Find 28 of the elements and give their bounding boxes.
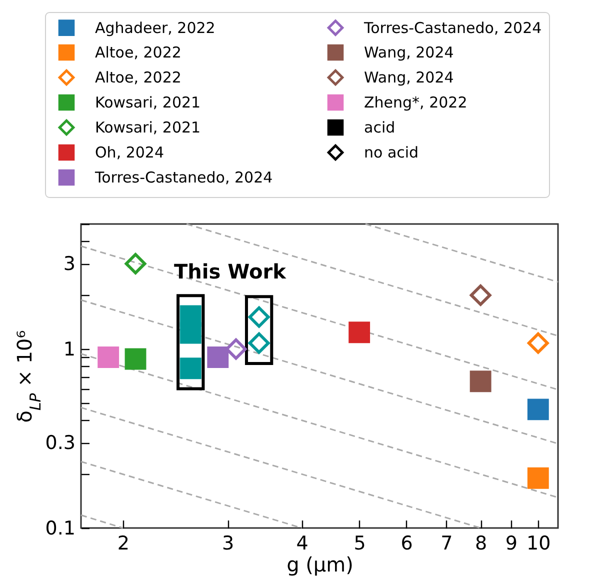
- y-tick-label: 3: [63, 253, 76, 276]
- x-tick-label: 9: [505, 532, 518, 554]
- legend-label: Aghadeer, 2022: [95, 18, 216, 37]
- y-tick-label: 0.3: [45, 432, 76, 454]
- legend-label: no acid: [364, 144, 419, 162]
- legend-label: Altoe, 2022: [95, 44, 182, 62]
- y-tick-label: 0.1: [45, 518, 76, 540]
- legend-label: Wang, 2024: [364, 68, 454, 86]
- legend-label: Oh, 2024: [95, 144, 164, 162]
- x-tick-label: 3: [222, 532, 234, 554]
- legend-label: Torres-Castanedo, 2024: [363, 18, 542, 37]
- x-axis-title: g (μm): [286, 552, 354, 576]
- legend-label: acid: [364, 118, 396, 136]
- x-tick-label: 7: [440, 532, 453, 554]
- legend-label: Torres-Castanedo, 2024: [94, 168, 273, 186]
- x-tick-label: 2: [117, 532, 130, 554]
- legend-label: Altoe, 2022: [95, 68, 182, 86]
- x-tick-label: 10: [526, 532, 551, 554]
- legend-label: Wang, 2024: [364, 44, 454, 62]
- legend-label: Kowsari, 2021: [95, 118, 201, 136]
- x-tick-label: 5: [354, 532, 366, 554]
- x-tick-label: 4: [296, 532, 308, 554]
- x-tick-label: 6: [400, 532, 413, 554]
- x-tick-label: 8: [475, 532, 488, 554]
- y-tick-label: 1: [63, 338, 76, 361]
- legend-label: Zheng*, 2022: [364, 94, 468, 112]
- annotation: This Work: [174, 259, 287, 284]
- legend-label: Kowsari, 2021: [95, 94, 201, 112]
